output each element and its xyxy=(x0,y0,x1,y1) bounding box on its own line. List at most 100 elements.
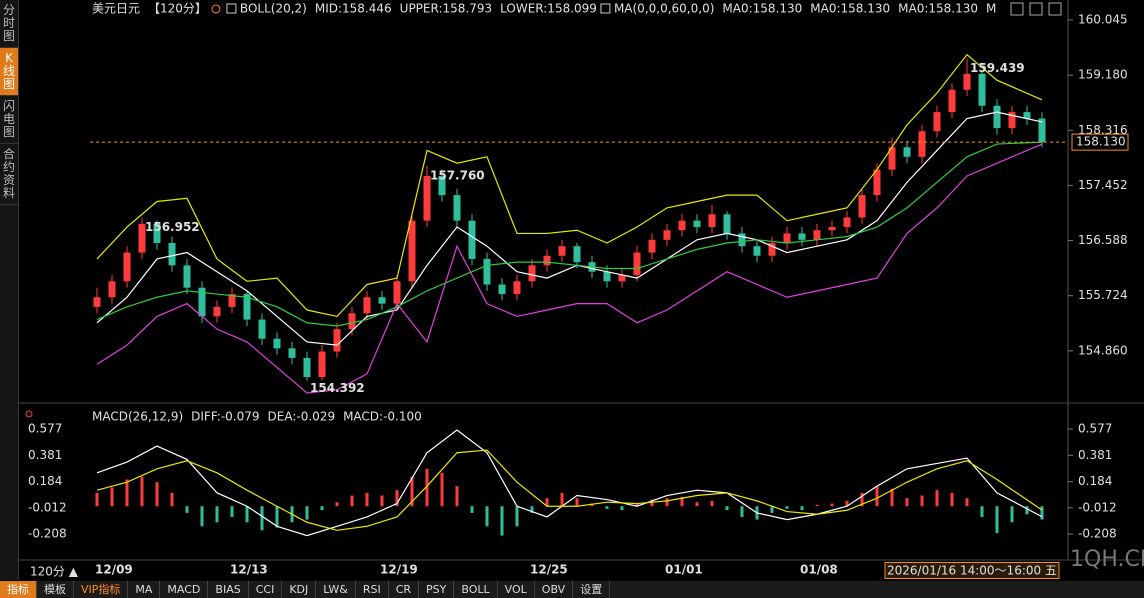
candle-body xyxy=(859,195,866,217)
sidebar-tab[interactable]: K线图 xyxy=(0,48,18,96)
macd-bar xyxy=(786,506,789,509)
macd-bar xyxy=(726,506,729,510)
toolbar-item[interactable]: CCI xyxy=(249,581,283,598)
toolbar-item[interactable]: BIAS xyxy=(208,581,248,598)
legend-item: LOWER:158.099 xyxy=(500,2,597,16)
toolbar-item[interactable]: BOLL xyxy=(454,581,497,598)
candle-body xyxy=(1039,119,1046,143)
toolbar-item[interactable]: 设置 xyxy=(573,581,610,598)
legend-item: UPPER:158.793 xyxy=(400,2,492,16)
legend-item: DEA:-0.029 xyxy=(268,410,336,424)
y-tick-label: 156.588 xyxy=(1078,233,1128,247)
candle-body xyxy=(754,246,761,256)
macd-bar xyxy=(711,501,714,506)
candle-body xyxy=(469,221,476,259)
candle-body xyxy=(289,348,296,358)
period-selector[interactable]: 120分 ▲ xyxy=(30,565,79,579)
y-tick-label: -0.012 xyxy=(1078,500,1117,514)
candle-body xyxy=(724,214,731,233)
toolbar-item[interactable]: PSY xyxy=(419,581,454,598)
macd-bar xyxy=(921,496,924,507)
legend-item: MACD(26,12,9) xyxy=(92,410,183,424)
macd-bar xyxy=(1041,506,1044,519)
toolbar-item[interactable]: VIP指标 xyxy=(74,581,128,598)
toolbar-item[interactable]: KDJ xyxy=(282,581,316,598)
macd-bar xyxy=(276,506,279,527)
candle-body xyxy=(394,281,401,303)
candle-body xyxy=(559,246,566,256)
macd-bar xyxy=(981,506,984,517)
candle-body xyxy=(844,217,851,227)
legend-item: MID:158.446 xyxy=(315,2,392,16)
macd-bar xyxy=(621,506,624,510)
legend-item: MACD:-0.100 xyxy=(343,410,422,424)
macd-bar xyxy=(261,506,264,530)
candle-body xyxy=(169,243,176,265)
macd-bar xyxy=(201,506,204,526)
toolbar-item[interactable]: VOL xyxy=(498,581,535,598)
toolbar-item[interactable]: MA xyxy=(128,581,160,598)
candle-body xyxy=(364,297,371,313)
candle-body xyxy=(994,106,1001,128)
macd-bar xyxy=(876,486,879,506)
candle-body xyxy=(454,195,461,221)
macd-bar xyxy=(171,493,174,506)
candle-body xyxy=(124,253,131,282)
sidebar-tab[interactable]: 合约资料 xyxy=(0,144,18,205)
candle-body xyxy=(679,221,686,231)
candle-body xyxy=(934,112,941,131)
x-tick-label: 12/25 xyxy=(530,563,568,577)
macd-bar xyxy=(741,506,744,517)
extreme-label: 159.439 xyxy=(970,61,1025,75)
watermark: 1QH.CN xyxy=(1070,547,1144,572)
candle-body xyxy=(964,74,971,90)
y-tick-label: 0.381 xyxy=(28,448,62,462)
candle-body xyxy=(574,246,581,262)
toolbar-item[interactable]: LW& xyxy=(316,581,356,598)
legend-item: DIFF:-0.079 xyxy=(191,410,259,424)
candle-body xyxy=(484,259,491,285)
candle-body xyxy=(379,297,386,303)
current-price-label: 158.130 xyxy=(1076,135,1126,149)
macd-bar xyxy=(501,506,504,535)
toolbar-item[interactable]: 模板 xyxy=(37,581,74,598)
toolbar-item[interactable]: CR xyxy=(389,581,419,598)
y-tick-label: -0.208 xyxy=(28,527,67,541)
toolbar-item[interactable]: OBV xyxy=(535,581,573,598)
x-tick-label: 12/19 xyxy=(380,563,418,577)
macd-bar xyxy=(486,506,489,526)
macd-bar xyxy=(1011,506,1014,522)
y-tick-label: 0.184 xyxy=(1078,474,1112,488)
toolbar-item[interactable]: 指标 xyxy=(0,581,37,598)
y-tick-label: 0.184 xyxy=(28,474,62,488)
candle-body xyxy=(274,339,281,349)
candle-body xyxy=(409,221,416,282)
extreme-label: 154.392 xyxy=(310,381,365,395)
macd-bar xyxy=(966,498,969,506)
candle-body xyxy=(424,176,431,221)
sidebar-tab[interactable]: 闪电图 xyxy=(0,96,18,144)
macd-bar xyxy=(156,482,159,506)
legend-item: MA0:158.130 xyxy=(810,2,890,16)
macd-bar xyxy=(111,488,114,507)
macd-bar xyxy=(801,506,804,510)
x-tick-label: 12/09 xyxy=(95,563,133,577)
y-tick-label: 0.577 xyxy=(1078,422,1112,436)
macd-bar xyxy=(186,506,189,513)
candle-body xyxy=(499,284,506,294)
x-tick-label: 01/08 xyxy=(800,563,838,577)
legend-item: M xyxy=(986,2,996,16)
toolbar-item[interactable]: RSI xyxy=(356,581,389,598)
candle-body xyxy=(94,297,101,307)
candle-body xyxy=(214,307,221,317)
toolbar-item[interactable]: MACD xyxy=(160,581,208,598)
candle-body xyxy=(799,233,806,239)
candle-body xyxy=(109,281,116,297)
candle-body xyxy=(304,358,311,377)
candle-body xyxy=(544,256,551,266)
sidebar-tab[interactable]: 分时图 xyxy=(0,0,18,48)
candle-body xyxy=(604,272,611,282)
extreme-label: 157.760 xyxy=(430,168,485,182)
